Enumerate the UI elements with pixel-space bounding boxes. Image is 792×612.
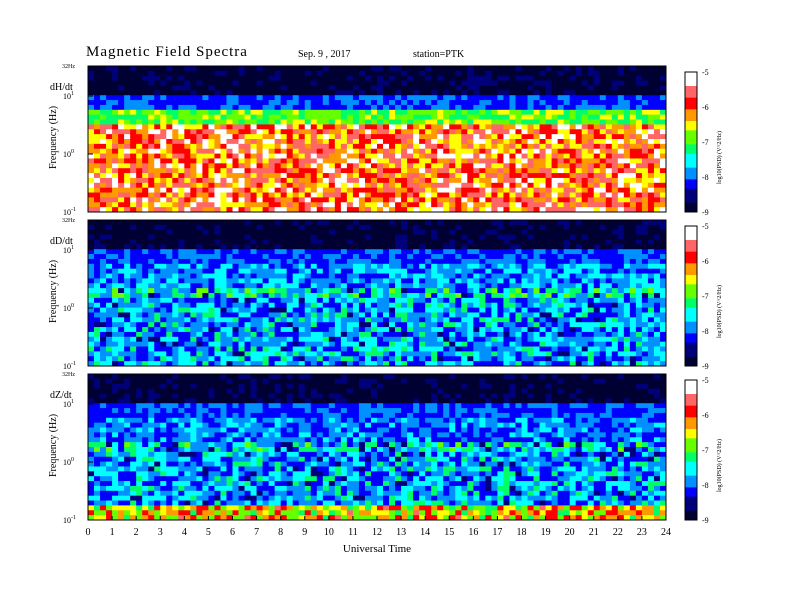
- x-tick-label: 8: [278, 527, 283, 538]
- x-axis-label: Universal Time: [343, 543, 411, 555]
- y-tick-label: 100: [63, 149, 74, 159]
- x-tick-label: 17: [492, 527, 502, 538]
- x-tick-label: 1: [110, 527, 115, 538]
- colorbar-tick-label: -8: [702, 173, 709, 182]
- colorbar-tick-label: -6: [702, 257, 709, 266]
- colorbar-tick-label: -5: [702, 376, 709, 385]
- component-label: dH/dt: [50, 82, 73, 93]
- colorbar-label: log10(PSD) (V^2/Hz): [716, 285, 723, 338]
- station-label: station=PTK: [413, 49, 465, 60]
- x-tick-label: 24: [661, 527, 671, 538]
- x-tick-label: 10: [324, 527, 334, 538]
- y-axis-label: Frequency (Hz): [48, 260, 59, 323]
- x-tick-label: 11: [348, 527, 358, 538]
- colorbar-tick-label: -5: [702, 222, 709, 231]
- colorbar-tick-label: -9: [702, 362, 709, 371]
- colorbar-label: log10(PSD) (V^2/Hz): [716, 439, 723, 492]
- colorbar-tick-label: -7: [702, 446, 709, 455]
- x-tick-label: 20: [565, 527, 575, 538]
- x-tick-label: 9: [302, 527, 307, 538]
- colorbar-1: -5 -6 -7 -8 -9 log10(PSD) (V^2/Hz): [684, 68, 723, 217]
- date-label: Sep. 9 , 2017: [298, 49, 351, 60]
- x-tick-label: 14: [420, 527, 430, 538]
- component-label: dD/dt: [50, 236, 73, 247]
- x-tick-label: 19: [541, 527, 551, 538]
- colorbar-tick-label: -5: [702, 68, 709, 77]
- colorbar-label: log10(PSD) (V^2/Hz): [716, 131, 723, 184]
- panel-frame: [87, 219, 667, 367]
- x-tick-label: 22: [613, 527, 623, 538]
- y-axis-label: Frequency (Hz): [48, 106, 59, 169]
- x-tick-label: 21: [589, 527, 599, 538]
- x-tick-label: 7: [254, 527, 259, 538]
- colorbar-3: -5 -6 -7 -8 -9 log10(PSD) (V^2/Hz): [684, 376, 723, 525]
- ylim-label: 32Hz: [62, 218, 75, 224]
- colorbar-tick-label: -7: [702, 138, 709, 147]
- colorbar-tick-label: -9: [702, 208, 709, 217]
- colorbar-tick-label: -8: [702, 327, 709, 336]
- y-tick-label: 10-1: [63, 207, 76, 217]
- ylim-label: 32Hz: [62, 372, 75, 378]
- colorbar-tick-label: -9: [702, 516, 709, 525]
- ylim-label: 32Hz: [62, 64, 75, 70]
- x-tick-label: 15: [444, 527, 454, 538]
- y-tick-label: 10-1: [63, 515, 76, 525]
- colorbar-frame: [684, 225, 698, 367]
- y-tick-label: 100: [63, 457, 74, 467]
- colorbar-tick-label: -6: [702, 103, 709, 112]
- x-tick-label: 3: [158, 527, 163, 538]
- x-tick-label: 18: [517, 527, 527, 538]
- y-tick-label: 101: [63, 399, 74, 409]
- x-tick-label: 4: [182, 527, 187, 538]
- x-tick-label: 6: [230, 527, 235, 538]
- colorbar-tick-label: -8: [702, 481, 709, 490]
- y-axis-label: Frequency (Hz): [48, 414, 59, 477]
- colorbar-tick-label: -6: [702, 411, 709, 420]
- y-tick-label: 100: [63, 303, 74, 313]
- y-tick-label: 101: [63, 245, 74, 255]
- component-label: dZ/dt: [50, 390, 72, 401]
- colorbar-tick-label: -7: [702, 292, 709, 301]
- x-tick-label: 23: [637, 527, 647, 538]
- y-tick-label: 101: [63, 91, 74, 101]
- panel-2: dD/dt 32Hz 101 100 10-1 Frequency (Hz): [48, 218, 667, 371]
- x-tick-label: 12: [372, 527, 382, 538]
- x-tick-label: 16: [468, 527, 478, 538]
- colorbar-2: -5 -6 -7 -8 -9 log10(PSD) (V^2/Hz): [684, 222, 723, 371]
- x-tick-label: 0: [86, 527, 91, 538]
- colorbar-frame: [684, 379, 698, 521]
- colorbar-frame: [684, 71, 698, 213]
- panel-3: dZ/dt 32Hz 101 100 10-1 Frequency (Hz): [48, 372, 667, 525]
- y-tick-label: 10-1: [63, 361, 76, 371]
- x-tick-label: 13: [396, 527, 406, 538]
- chart-title: Magnetic Field Spectra: [86, 44, 248, 60]
- x-tick-label: 5: [206, 527, 211, 538]
- x-tick-label: 2: [134, 527, 139, 538]
- panel-1: dH/dt 32Hz 101 100 10-1 Frequency (Hz): [48, 64, 667, 217]
- panel-frame: [87, 65, 667, 213]
